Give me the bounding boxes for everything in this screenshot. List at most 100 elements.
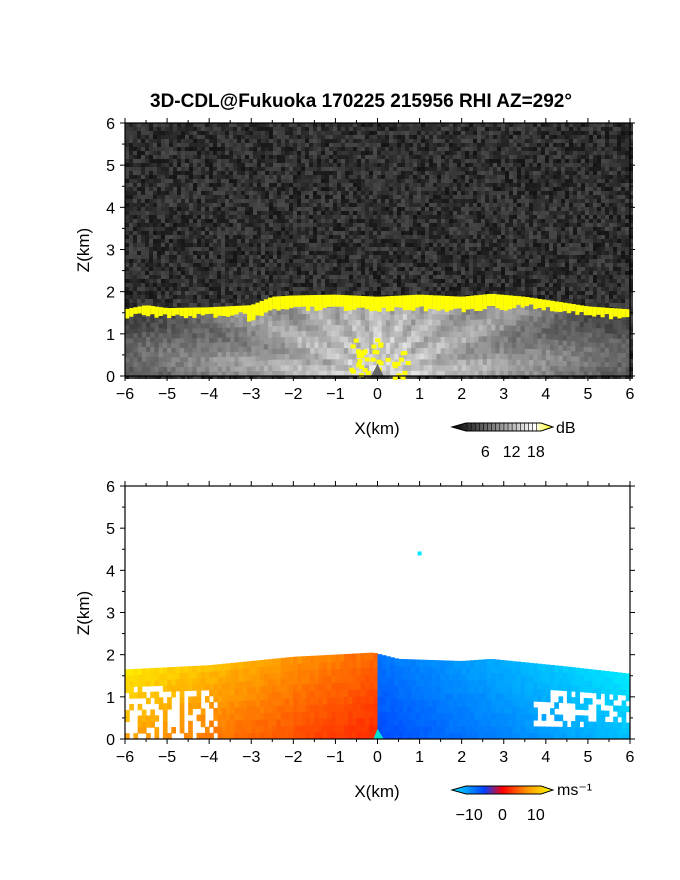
backscatter-noise-cell <box>513 123 517 127</box>
backscatter-noise-cell <box>149 251 153 255</box>
backscatter-noise-cell <box>153 163 157 167</box>
backscatter-noise-cell <box>441 203 445 207</box>
backscatter-noise-cell <box>205 151 209 155</box>
backscatter-noise-cell <box>421 207 425 211</box>
backscatter-noise-cell <box>621 163 625 167</box>
backscatter-noise-cell <box>573 191 577 195</box>
backscatter-noise-cell <box>625 163 629 167</box>
backscatter-noise-cell <box>369 267 373 271</box>
backscatter-noise-cell <box>353 259 357 263</box>
backscatter-noise-cell <box>393 187 397 191</box>
backscatter-noise-cell <box>337 199 341 203</box>
backscatter-noise-cell <box>157 167 161 171</box>
backscatter-noise-cell <box>433 147 437 151</box>
backscatter-noise-cell <box>521 143 525 147</box>
backscatter-noise-cell <box>497 163 501 167</box>
backscatter-noise-cell <box>153 135 157 139</box>
backscatter-noise-cell <box>473 207 477 211</box>
backscatter-noise-cell <box>565 175 569 179</box>
backscatter-noise-cell <box>469 235 473 239</box>
backscatter-noise-cell <box>413 267 417 271</box>
backscatter-noise-cell <box>477 167 481 171</box>
backscatter-noise-cell <box>617 243 621 247</box>
backscatter-noise-cell <box>189 247 193 251</box>
backscatter-noise-cell <box>257 139 261 143</box>
backscatter-noise-cell <box>257 191 261 195</box>
backscatter-noise-cell <box>597 159 601 163</box>
backscatter-noise-cell <box>377 243 381 247</box>
backscatter-noise-cell <box>125 279 129 283</box>
backscatter-noise-cell <box>177 207 181 211</box>
backscatter-noise-cell <box>293 271 297 275</box>
backscatter-noise-cell <box>141 271 145 275</box>
backscatter-noise-cell <box>181 127 185 131</box>
backscatter-noise-cell <box>489 179 493 183</box>
backscatter-noise-cell <box>421 195 425 199</box>
backscatter-noise-cell <box>429 123 433 127</box>
backscatter-noise-cell <box>429 199 433 203</box>
backscatter-noise-cell <box>565 215 569 219</box>
backscatter-noise-cell <box>337 231 341 235</box>
backscatter-noise-cell <box>229 239 233 243</box>
backscatter-noise-cell <box>313 187 317 191</box>
backscatter-noise-cell <box>217 151 221 155</box>
backscatter-noise-cell <box>533 243 537 247</box>
backscatter-noise-cell <box>593 223 597 227</box>
backscatter-noise-cell <box>381 215 385 219</box>
backscatter-noise-cell <box>605 199 609 203</box>
backscatter-noise-cell <box>241 243 245 247</box>
backscatter-noise-cell <box>125 263 129 267</box>
backscatter-noise-cell <box>537 211 541 215</box>
backscatter-noise-cell <box>325 215 329 219</box>
backscatter-noise-cell <box>569 171 573 175</box>
backscatter-noise-cell <box>529 123 533 127</box>
backscatter-noise-cell <box>421 167 425 171</box>
backscatter-noise-cell <box>209 175 213 179</box>
backscatter-noise-cell <box>333 127 337 131</box>
backscatter-noise-cell <box>501 223 505 227</box>
backscatter-noise-cell <box>509 195 513 199</box>
backscatter-noise-cell <box>197 203 201 207</box>
backscatter-noise-cell <box>389 267 393 271</box>
backscatter-noise-cell <box>605 259 609 263</box>
backscatter-noise-cell <box>337 275 341 279</box>
backscatter-noise-cell <box>277 267 281 271</box>
backscatter-noise-cell <box>597 255 601 259</box>
backscatter-noise-cell <box>593 143 597 147</box>
backscatter-noise-cell <box>525 223 529 227</box>
backscatter-noise-cell <box>589 131 593 135</box>
backscatter-noise-cell <box>553 255 557 259</box>
backscatter-noise-cell <box>217 159 221 163</box>
backscatter-noise-cell <box>265 275 269 279</box>
backscatter-noise-cell <box>585 123 589 127</box>
backscatter-noise-cell <box>141 207 145 211</box>
backscatter-noise-cell <box>429 139 433 143</box>
backscatter-noise-cell <box>569 191 573 195</box>
backscatter-noise-cell <box>253 235 257 239</box>
backscatter-noise-cell <box>365 239 369 243</box>
backscatter-noise-cell <box>461 139 465 143</box>
backscatter-noise-cell <box>309 131 313 135</box>
backscatter-noise-cell <box>609 159 613 163</box>
backscatter-noise-cell <box>449 179 453 183</box>
backscatter-noise-cell <box>389 275 393 279</box>
backscatter-noise-cell <box>321 135 325 139</box>
backscatter-noise-cell <box>417 231 421 235</box>
backscatter-noise-cell <box>629 259 633 263</box>
backscatter-noise-cell <box>229 199 233 203</box>
backscatter-noise-cell <box>241 211 245 215</box>
backscatter-noise-cell <box>173 215 177 219</box>
backscatter-noise-cell <box>321 155 325 159</box>
backscatter-noise-cell <box>301 251 305 255</box>
backscatter-noise-cell <box>605 211 609 215</box>
backscatter-noise-cell <box>505 215 509 219</box>
backscatter-noise-cell <box>549 223 553 227</box>
backscatter-noise-cell <box>249 183 253 187</box>
backscatter-noise-cell <box>513 163 517 167</box>
backscatter-noise-cell <box>545 187 549 191</box>
backscatter-noise-cell <box>465 267 469 271</box>
backscatter-noise-cell <box>137 123 141 127</box>
backscatter-noise-cell <box>593 199 597 203</box>
backscatter-noise-cell <box>125 167 129 171</box>
backscatter-noise-cell <box>173 151 177 155</box>
